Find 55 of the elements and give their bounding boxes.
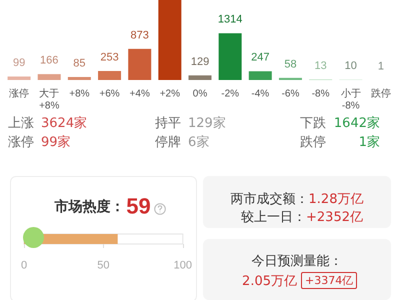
text: 3624家: [41, 115, 88, 132]
data-label: 873: [130, 29, 149, 42]
x-tick-label: +2%: [160, 88, 180, 100]
data-label: 129: [190, 56, 210, 68]
bar: [188, 75, 212, 80]
text: 129家: [188, 115, 226, 132]
x-tick-label: 50: [97, 260, 110, 272]
bar: [98, 70, 122, 80]
x-tick-label: -8%: [312, 88, 330, 100]
x-tick-label: 涨停: [9, 88, 30, 100]
data-label: 13: [314, 60, 327, 72]
text: 99家: [41, 134, 71, 151]
text: 下跌: [300, 115, 326, 132]
x-tick-label: +6%: [99, 88, 120, 100]
text: 较上一日：+2352亿: [241, 210, 363, 225]
x-tick-label: +4%: [130, 88, 150, 100]
bar: [128, 48, 152, 80]
x-tick-label: 跌停: [370, 88, 391, 100]
bar: [218, 33, 242, 80]
data-label: 1314: [218, 14, 242, 26]
data-label: 1: [378, 60, 384, 72]
data-label: 166: [40, 54, 58, 67]
data-label: 99: [12, 56, 26, 69]
x-tick-label: 大于 +8%: [39, 88, 60, 112]
text: 1家: [358, 134, 380, 151]
text: 今日预测量能：: [250, 253, 344, 270]
x-tick-label: -6%: [282, 88, 300, 100]
data-label: 85: [73, 57, 86, 70]
bar: [158, 0, 182, 80]
bar: [8, 76, 31, 80]
text: 涨停: [8, 134, 34, 151]
bar: [248, 71, 272, 80]
bar: [38, 74, 61, 80]
text: 2.05万亿: [242, 273, 297, 290]
x-tick-label: 小于 -8%: [340, 88, 361, 112]
text: 两市成交额：1.28万亿: [230, 192, 364, 207]
text: +3374亿: [301, 272, 358, 289]
text: 上涨: [8, 115, 34, 132]
text: 跌停: [300, 134, 326, 151]
chart-title: 市场热度：59: [53, 194, 151, 218]
data-label: 10: [344, 60, 357, 72]
x-tick-label: 0%: [192, 88, 208, 100]
x-tick-label: -2%: [221, 88, 240, 100]
text: 6家: [188, 134, 210, 151]
x-tick-label: -4%: [251, 88, 270, 100]
x-tick-label: +8%: [69, 88, 90, 100]
data-label: 253: [100, 51, 119, 64]
text: 1642家: [334, 115, 380, 132]
x-tick-label: 100: [174, 260, 192, 272]
bar: [68, 76, 91, 80]
x-tick-label: 0: [20, 260, 28, 272]
data-label: 247: [251, 52, 270, 64]
data-label: 58: [284, 58, 297, 70]
text: 持平: [155, 115, 181, 132]
text: 停牌: [155, 134, 181, 151]
